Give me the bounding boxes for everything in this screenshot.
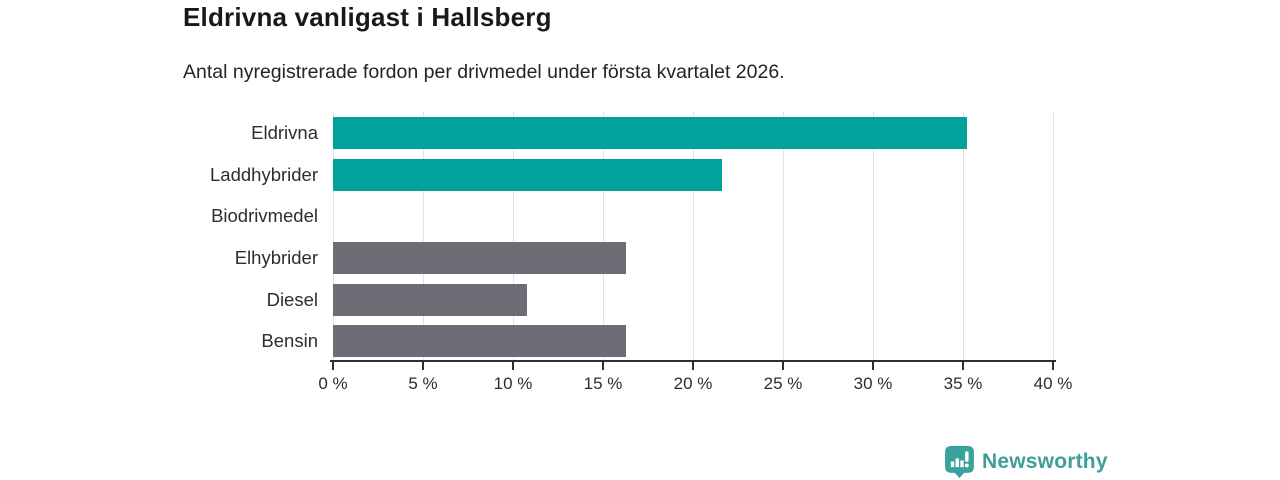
axis-tick [692, 362, 694, 370]
category-label: Eldrivna [251, 121, 318, 143]
chart-subtitle: Antal nyregistrerade fordon per drivmede… [183, 61, 785, 83]
gridline [422, 112, 424, 362]
gridline [692, 112, 694, 362]
tick-label: 5 % [408, 374, 438, 393]
axis-tick [512, 362, 514, 370]
category-label: Laddhybrider [210, 163, 318, 185]
newsworthy-wordmark: Newsworthy [982, 450, 1108, 473]
tick-label: 10 % [493, 374, 533, 393]
tick-label: 40 % [1033, 374, 1073, 393]
bar-bensin [333, 325, 627, 358]
newsworthy-icon [945, 446, 974, 478]
bar-laddhybrider [333, 158, 722, 191]
gridline [962, 112, 964, 362]
tick-label: 15 % [583, 374, 623, 393]
gridline [1052, 112, 1054, 362]
category-label: Biodrivmedel [211, 205, 318, 227]
tick-label: 35 % [943, 374, 983, 393]
tick-label: 30 % [853, 374, 893, 393]
axis-tick [332, 362, 334, 370]
category-label: Bensin [261, 330, 318, 352]
bar-elhybrider [333, 241, 627, 274]
x-axis-line [330, 360, 1056, 362]
bar-diesel [333, 283, 528, 316]
tick-label: 0 % [318, 374, 348, 393]
axis-tick [782, 362, 784, 370]
category-label: Elhybrider [234, 246, 318, 268]
axis-tick [872, 362, 874, 370]
axis-tick [1052, 362, 1054, 370]
gridline [782, 112, 784, 362]
gridline [332, 112, 334, 362]
axis-tick [602, 362, 604, 370]
gridline [602, 112, 604, 362]
plot-area [332, 112, 1054, 362]
chart-title: Eldrivna vanligast i Hallsberg [183, 2, 552, 32]
axis-tick [422, 362, 424, 370]
axis-tick [962, 362, 964, 370]
newsworthy-logo: Newsworthy [945, 446, 1108, 478]
tick-label: 25 % [763, 374, 803, 393]
category-label: Diesel [266, 288, 318, 310]
tick-label: 20 % [673, 374, 713, 393]
gridline [512, 112, 514, 362]
gridline [872, 112, 874, 362]
bar-eldrivna [333, 116, 967, 149]
